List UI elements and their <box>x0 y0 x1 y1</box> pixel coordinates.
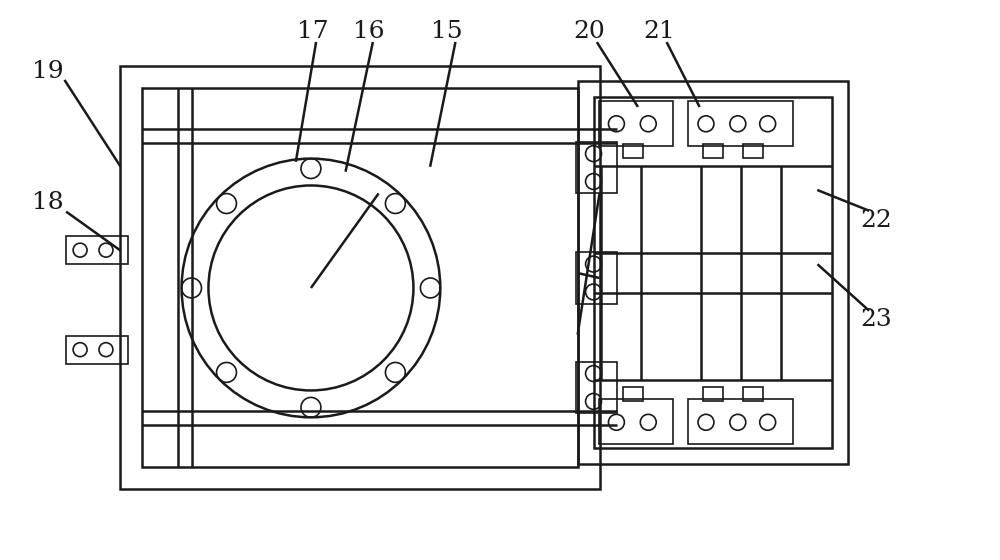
Bar <box>623 144 643 157</box>
Bar <box>66 336 128 363</box>
Text: 22: 22 <box>860 209 892 232</box>
Bar <box>120 66 600 489</box>
Bar <box>66 236 128 264</box>
Bar <box>743 144 763 157</box>
Text: 20: 20 <box>574 20 605 43</box>
Bar <box>594 97 832 448</box>
Bar <box>743 388 763 402</box>
Bar <box>576 142 617 193</box>
Bar <box>688 399 793 444</box>
Bar <box>703 144 723 157</box>
Text: 15: 15 <box>431 20 463 43</box>
Bar <box>599 101 673 146</box>
Bar <box>599 399 673 444</box>
Bar <box>688 101 793 146</box>
Text: 19: 19 <box>32 59 64 82</box>
Bar <box>703 388 723 402</box>
Bar <box>578 81 848 464</box>
Bar <box>576 362 617 413</box>
Text: 23: 23 <box>860 309 892 332</box>
Bar <box>142 88 578 467</box>
Bar <box>576 252 617 304</box>
Bar <box>623 388 643 402</box>
Text: 16: 16 <box>353 20 384 43</box>
Text: 17: 17 <box>297 20 329 43</box>
Text: 21: 21 <box>643 20 675 43</box>
Text: 18: 18 <box>32 191 64 214</box>
